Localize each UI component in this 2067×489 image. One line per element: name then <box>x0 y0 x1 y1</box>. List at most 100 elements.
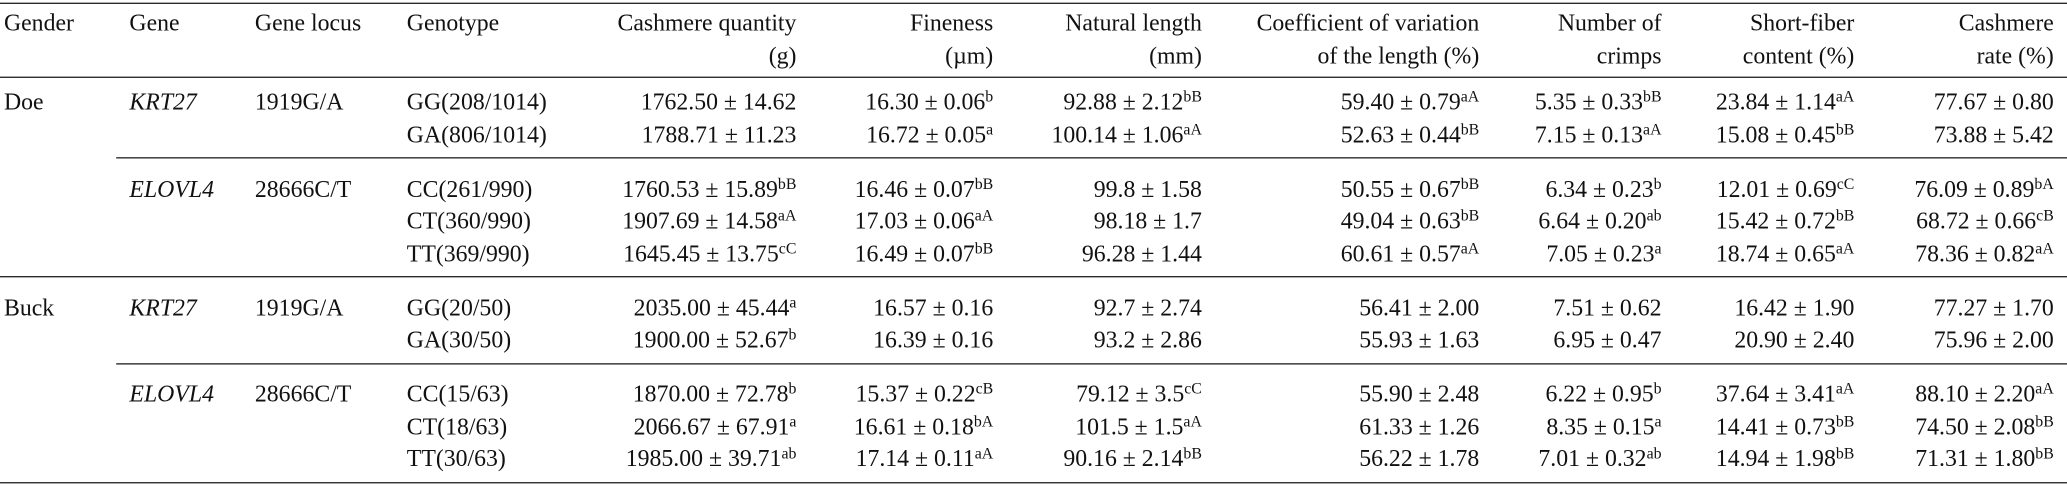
header-cell: crimps <box>1596 42 1662 69</box>
rule <box>0 276 2067 278</box>
gender: Buck <box>3 293 55 321</box>
genotype: GA(30/50) <box>406 326 512 353</box>
value-cell: 1870.00 ± 72.78b <box>633 380 797 406</box>
value: 14.94 ± 1.98 <box>1715 445 1836 472</box>
value-cell: 96.28 ± 1.44 <box>1082 240 1202 266</box>
value-cell: 1645.45 ± 13.75cC <box>623 240 796 266</box>
value-cell: 8.35 ± 0.15a <box>1546 413 1661 439</box>
value-cell: 56.22 ± 1.78 <box>1359 445 1479 471</box>
significance: bB <box>1643 87 1662 106</box>
value: 99.8 ± 1.58 <box>1093 175 1202 202</box>
value: 17.14 ± 0.11 <box>855 445 975 472</box>
value-cell: 16.61 ± 0.18bA <box>854 413 993 439</box>
value-cell: 15.08 ± 0.45bB <box>1716 121 1855 147</box>
value-cell: 20.90 ± 2.40 <box>1734 326 1854 352</box>
value-cell: 16.46 ± 0.07bB <box>855 175 994 201</box>
value: 93.2 ± 2.86 <box>1093 326 1202 353</box>
value: 5.35 ± 0.33 <box>1534 88 1644 115</box>
value-cell: 1907.69 ± 14.58aA <box>622 207 796 233</box>
value: 60.61 ± 0.57 <box>1340 239 1461 267</box>
genotype: TT(30/63) <box>406 445 506 472</box>
header-cell: Gender <box>3 9 74 36</box>
value: 79.12 ± 3.5 <box>1076 380 1185 407</box>
value: 1760.53 ± 15.89 <box>622 175 778 202</box>
genotype: TT(369/990) <box>406 239 530 267</box>
value-cell: 1788.71 ± 11.23 <box>642 121 797 147</box>
header-cell: Fineness <box>910 9 994 36</box>
significance: aA <box>1835 87 1855 106</box>
value: 1762.50 ± 14.62 <box>640 88 797 115</box>
value-cell: 76.09 ± 0.89bA <box>1914 175 2053 201</box>
significance: aA <box>2035 379 2054 398</box>
significance: bB <box>1835 443 1855 463</box>
value: 15.42 ± 0.72 <box>1715 207 1836 234</box>
significance: cB <box>2036 206 2054 225</box>
value: 1645.45 ± 13.75 <box>623 239 779 267</box>
value-cell: 17.03 ± 0.06aA <box>855 207 994 233</box>
value: 1788.71 ± 11.23 <box>641 120 797 148</box>
value: 101.5 ± 1.5 <box>1075 412 1184 440</box>
value-cell: 1762.50 ± 14.62 <box>641 88 797 114</box>
value-cell: 56.41 ± 2.00 <box>1359 294 1479 320</box>
value-cell: 92.7 ± 2.74 <box>1094 294 1202 320</box>
value: 56.22 ± 1.78 <box>1359 445 1480 472</box>
value-cell: 16.42 ± 1.90 <box>1734 294 1854 320</box>
value-cell: 14.41 ± 0.73bB <box>1716 413 1855 439</box>
significance: aA <box>974 443 994 463</box>
value: 16.46 ± 0.07 <box>854 175 975 202</box>
value-cell: 98.18 ± 1.7 <box>1094 207 1202 233</box>
value: 1900.00 ± 52.67 <box>632 326 789 353</box>
header-cell: Cashmere quantity <box>617 9 797 36</box>
value-cell: 74.50 ± 2.08bB <box>1915 413 2054 439</box>
value-cell: 55.90 ± 2.48 <box>1359 380 1479 406</box>
value-cell: 23.84 ± 1.14aA <box>1716 88 1855 114</box>
value: 8.35 ± 0.15 <box>1546 412 1655 440</box>
significance: aA <box>2035 238 2054 257</box>
significance: a <box>1654 411 1662 430</box>
value: 18.74 ± 0.65 <box>1715 239 1836 267</box>
significance: aA <box>1835 379 1855 398</box>
header-cell: Natural length <box>1065 9 1202 36</box>
value-cell: 16.30 ± 0.06b <box>865 88 993 114</box>
value: 15.37 ± 0.22 <box>855 380 976 407</box>
value: 77.27 ± 1.70 <box>1933 293 2054 321</box>
header-cell: Short-fiber <box>1750 9 1855 36</box>
value-cell: 88.10 ± 2.20aA <box>1915 380 2054 406</box>
value-cell: 49.04 ± 0.63bB <box>1341 207 1480 233</box>
header-cell: Number of <box>1557 9 1662 36</box>
significance: ab <box>1646 206 1662 225</box>
significance: bB <box>777 173 797 193</box>
significance: cC <box>1184 379 1202 398</box>
value: 74.50 ± 2.08 <box>1915 412 2036 440</box>
significance: b <box>1653 173 1662 193</box>
header-cell: Cashmere <box>1958 9 2054 36</box>
value: 73.88 ± 5.42 <box>1933 120 2054 148</box>
value: 1985.00 ± 39.71 <box>625 445 782 472</box>
value-cell: 78.36 ± 0.82aA <box>1915 240 2054 266</box>
value: 7.01 ± 0.32 <box>1538 445 1647 472</box>
value-cell: 6.22 ± 0.95b <box>1545 380 1661 406</box>
header-cell: Gene locus <box>254 9 362 36</box>
significance: bA <box>973 411 994 430</box>
significance: aA <box>974 206 994 225</box>
value: 6.22 ± 0.95 <box>1545 380 1654 407</box>
value: 56.41 ± 2.00 <box>1359 293 1480 321</box>
significance: bB <box>1183 87 1202 106</box>
value: 17.03 ± 0.06 <box>854 207 975 234</box>
significance: bB <box>1835 206 1855 225</box>
significance: aA <box>1835 238 1855 257</box>
value-cell: 77.27 ± 1.70 <box>1934 294 2054 320</box>
significance: bB <box>1183 443 1202 463</box>
value: 49.04 ± 0.63 <box>1340 207 1461 234</box>
rule <box>0 2 2067 4</box>
value-cell: 1760.53 ± 15.89bB <box>622 175 796 201</box>
value-cell: 75.96 ± 2.00 <box>1934 326 2054 352</box>
value: 7.05 ± 0.23 <box>1546 239 1655 267</box>
value: 16.57 ± 0.16 <box>873 293 994 321</box>
value: 61.33 ± 1.26 <box>1359 412 1480 440</box>
value-cell: 18.74 ± 0.65aA <box>1716 240 1855 266</box>
value-cell: 37.64 ± 3.41aA <box>1716 380 1855 406</box>
value: 88.10 ± 2.20 <box>1915 380 2036 407</box>
value-cell: 52.63 ± 0.44bB <box>1341 121 1480 147</box>
